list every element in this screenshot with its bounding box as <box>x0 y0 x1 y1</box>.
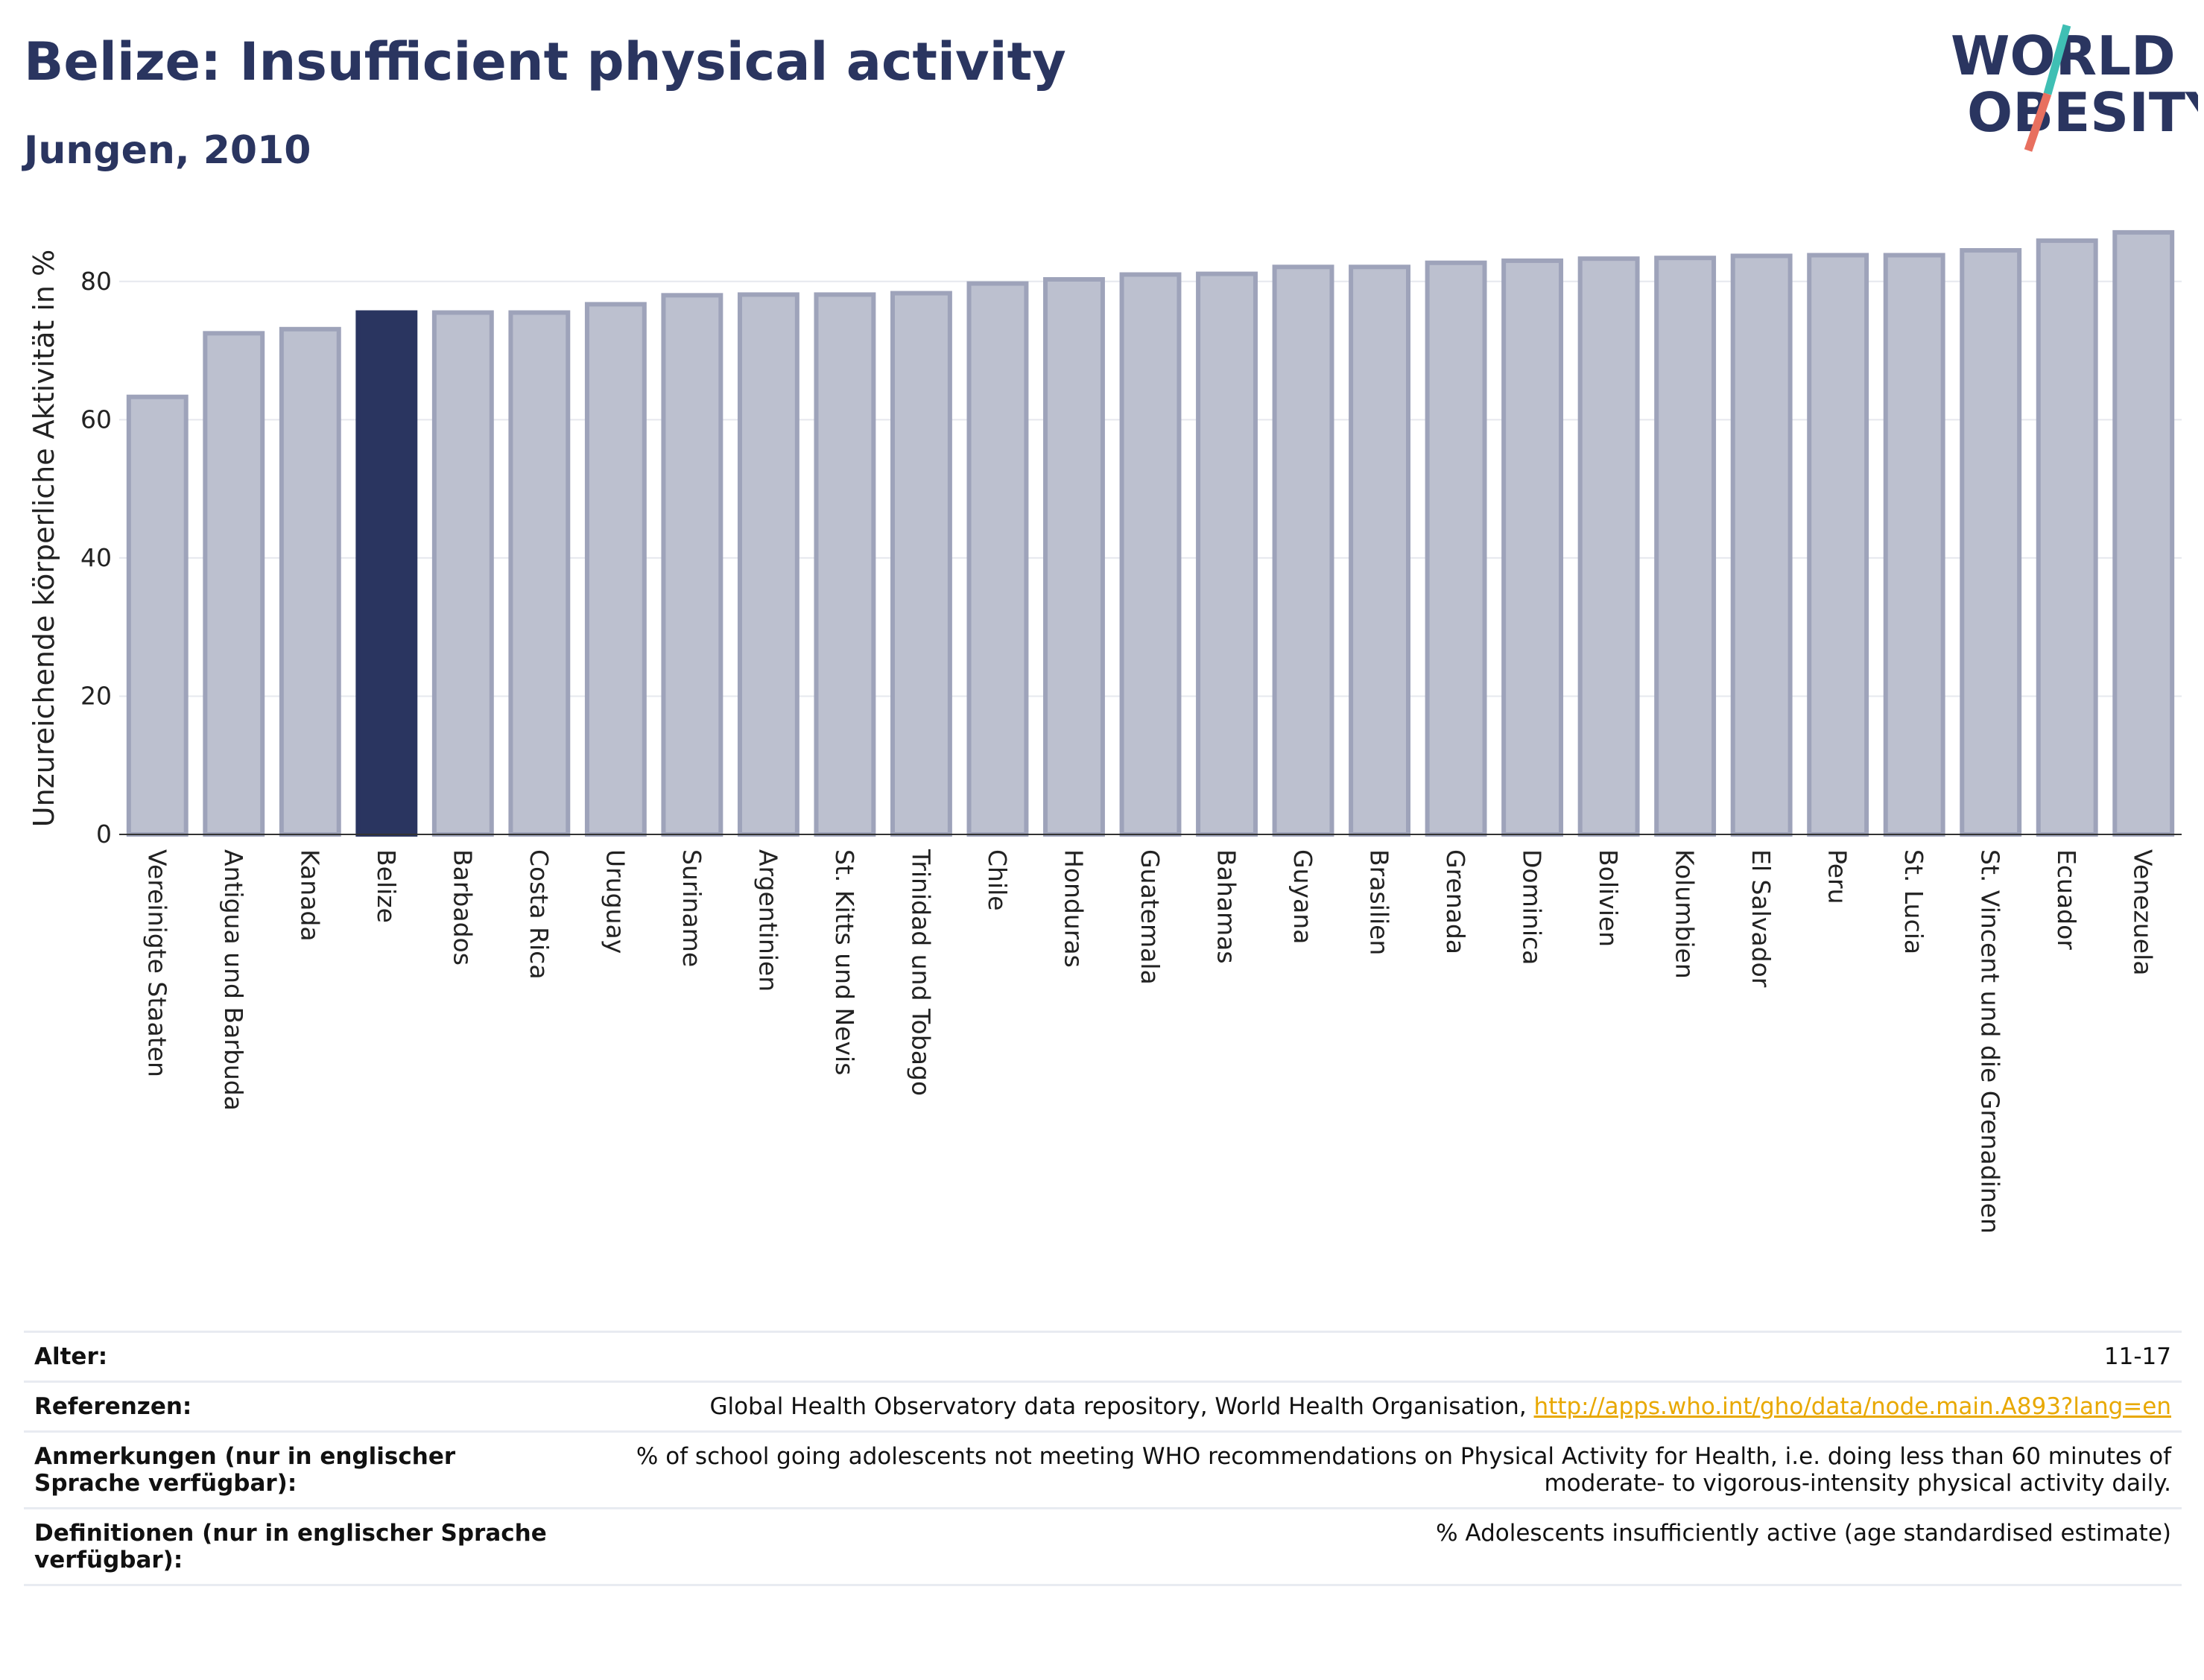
x-tick-label: Barbados <box>448 849 477 966</box>
y-tick-label: 20 <box>80 681 112 710</box>
bar-belize[interactable] <box>355 310 418 837</box>
x-tick-label: Argentinien <box>753 849 782 992</box>
logo-slash-teal <box>2043 24 2071 95</box>
bar-antigua-und-barbuda[interactable] <box>203 331 265 837</box>
x-tick-label: Guyana <box>1288 849 1317 944</box>
info-value: Global Health Observatory data repositor… <box>566 1381 2182 1432</box>
y-axis-title: Unzureichende körperliche Aktivität in % <box>28 250 60 827</box>
x-tick-label: St. Vincent und die Grenadinen <box>1976 849 2005 1234</box>
world-obesity-logo: WORLD OBESITY <box>1951 24 2198 152</box>
x-tick-label: St. Kitts und Nevis <box>830 849 859 1075</box>
bar-suriname[interactable] <box>661 293 723 837</box>
bar-vereinigte-staaten[interactable] <box>126 394 189 837</box>
info-value: % Adolescents insufficiently active (age… <box>566 1507 2182 1586</box>
info-label: Alter: <box>24 1331 566 1382</box>
x-tick-label: Kolumbien <box>1671 849 1700 979</box>
y-tick-labels: 0 20 40 60 80 <box>80 267 112 849</box>
chart-title: Belize: Insufficient physical activity <box>24 31 1066 92</box>
x-tick-label: Antigua und Barbuda <box>219 849 248 1111</box>
logo-line2: OBESITY <box>1967 81 2198 144</box>
bar-uruguay[interactable] <box>584 302 647 837</box>
bar-chart: 0 20 40 60 80 Vereinigte Staaten Antigua und … <box>28 229 2182 1234</box>
chart-subtitle: Jungen, 2010 <box>24 128 311 173</box>
info-row-references: Referenzen: Global Health Observatory da… <box>24 1381 2182 1432</box>
info-row-age: Alter: 11-17 <box>24 1331 2182 1382</box>
x-tick-label: Peru <box>1823 849 1852 904</box>
bar-ecuador[interactable] <box>2036 238 2098 837</box>
bar-bolivien[interactable] <box>1577 256 1640 837</box>
x-tick-label: Ecuador <box>2052 849 2081 950</box>
bar-honduras[interactable] <box>1043 276 1105 837</box>
y-tick-label: 0 <box>96 820 112 849</box>
bar-barbados[interactable] <box>431 310 494 837</box>
bars <box>126 229 2175 837</box>
reference-link[interactable]: http://apps.who.int/gho/data/node.main.A… <box>1533 1393 2171 1420</box>
bar-st-lucia[interactable] <box>1883 253 1945 837</box>
x-tick-labels: Vereinigte Staaten Antigua und Barbuda Kan… <box>142 849 2157 1234</box>
bar-guatemala[interactable] <box>1119 272 1182 837</box>
y-tick-label: 40 <box>80 543 112 572</box>
x-tick-label: Costa Rica <box>525 849 554 980</box>
x-tick-label: Bahamas <box>1212 849 1241 964</box>
bar-kanada[interactable] <box>279 326 341 837</box>
bar-venezuela[interactable] <box>2112 229 2175 837</box>
bar-st-kitts-und-nevis[interactable] <box>814 292 876 837</box>
reference-text: Global Health Observatory data repositor… <box>709 1393 1534 1420</box>
bar-trinidad-und-tobago[interactable] <box>890 291 952 837</box>
bar-grenada[interactable] <box>1425 260 1487 837</box>
x-tick-label: Brasilien <box>1365 849 1394 955</box>
bar-brasilien[interactable] <box>1349 264 1410 837</box>
x-tick-label: Bolivien <box>1594 849 1623 947</box>
bar-peru[interactable] <box>1807 253 1869 837</box>
info-row-definitions: Definitionen (nur in englischer Sprache … <box>24 1507 2182 1586</box>
x-tick-label: El Salvador <box>1747 849 1776 988</box>
x-tick-label: Belize <box>372 849 401 923</box>
bar-guyana[interactable] <box>1272 264 1334 837</box>
x-tick-label: Uruguay <box>601 849 630 954</box>
x-tick-label: Chile <box>983 849 1012 911</box>
logo-slash-red <box>2024 92 2052 152</box>
info-label: Definitionen (nur in englischer Sprache … <box>24 1507 566 1586</box>
y-tick-label: 80 <box>80 267 112 296</box>
x-tick-label: Venezuela <box>2129 849 2158 975</box>
info-label: Anmerkungen (nur in englischer Sprache v… <box>24 1430 566 1509</box>
info-label: Referenzen: <box>24 1381 566 1432</box>
bar-kolumbien[interactable] <box>1654 256 1717 837</box>
bar-st-vincent-und-die-grenadinen[interactable] <box>1960 248 2022 837</box>
x-tick-label: Trinidad und Tobago <box>906 849 935 1096</box>
info-value: % of school going adolescents not meetin… <box>566 1430 2182 1509</box>
x-tick-label: Suriname <box>677 849 706 967</box>
info-table: Alter: 11-17 Referenzen: Global Health O… <box>24 1331 2182 1586</box>
x-tick-label: Kanada <box>295 849 324 942</box>
x-tick-label: Honduras <box>1059 849 1088 968</box>
x-tick-label: Grenada <box>1441 849 1470 954</box>
bar-chile[interactable] <box>966 281 1029 837</box>
info-row-notes: Anmerkungen (nur in englischer Sprache v… <box>24 1430 2182 1509</box>
bar-bahamas[interactable] <box>1196 271 1258 837</box>
x-tick-label: Dominica <box>1518 849 1547 965</box>
x-tick-label: Vereinigte Staaten <box>142 849 171 1077</box>
bar-argentinien[interactable] <box>737 292 799 837</box>
bar-costa-rica[interactable] <box>508 310 571 837</box>
x-tick-label: Guatemala <box>1136 849 1165 985</box>
bar-el-salvador[interactable] <box>1730 253 1793 837</box>
bar-dominica[interactable] <box>1501 258 1564 837</box>
x-tick-label: St. Lucia <box>1899 849 1928 954</box>
info-value: 11-17 <box>566 1331 2182 1382</box>
y-tick-label: 60 <box>80 405 112 434</box>
